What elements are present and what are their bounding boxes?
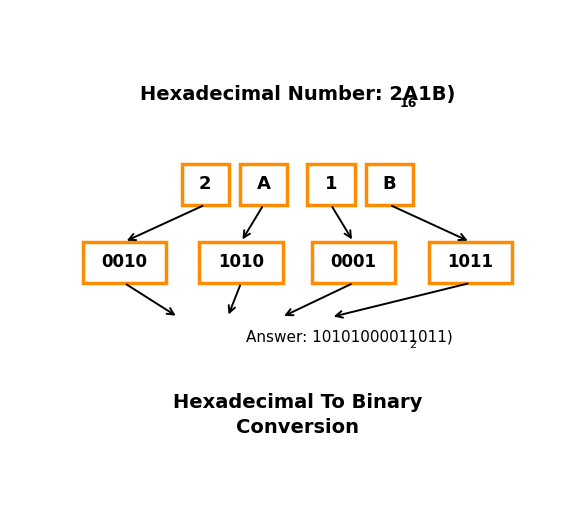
Text: 1011: 1011 bbox=[447, 253, 494, 271]
Text: 0001: 0001 bbox=[331, 253, 376, 271]
FancyBboxPatch shape bbox=[312, 242, 395, 283]
FancyBboxPatch shape bbox=[182, 164, 229, 205]
FancyBboxPatch shape bbox=[307, 164, 354, 205]
FancyBboxPatch shape bbox=[82, 242, 166, 283]
Text: 2: 2 bbox=[199, 175, 211, 193]
FancyBboxPatch shape bbox=[240, 164, 287, 205]
Text: Hexadecimal To Binary
Conversion: Hexadecimal To Binary Conversion bbox=[173, 393, 422, 437]
FancyBboxPatch shape bbox=[200, 242, 282, 283]
Text: 1: 1 bbox=[325, 175, 337, 193]
Text: 0010: 0010 bbox=[101, 253, 147, 271]
Text: Hexadecimal Number: 2A1B): Hexadecimal Number: 2A1B) bbox=[140, 85, 455, 104]
Text: 2: 2 bbox=[409, 340, 416, 351]
Text: A: A bbox=[256, 175, 270, 193]
FancyBboxPatch shape bbox=[366, 164, 413, 205]
Text: 16: 16 bbox=[400, 97, 417, 110]
Text: Answer: 10101000011011): Answer: 10101000011011) bbox=[245, 329, 452, 344]
Text: B: B bbox=[383, 175, 396, 193]
Text: 1010: 1010 bbox=[218, 253, 264, 271]
FancyBboxPatch shape bbox=[429, 242, 512, 283]
